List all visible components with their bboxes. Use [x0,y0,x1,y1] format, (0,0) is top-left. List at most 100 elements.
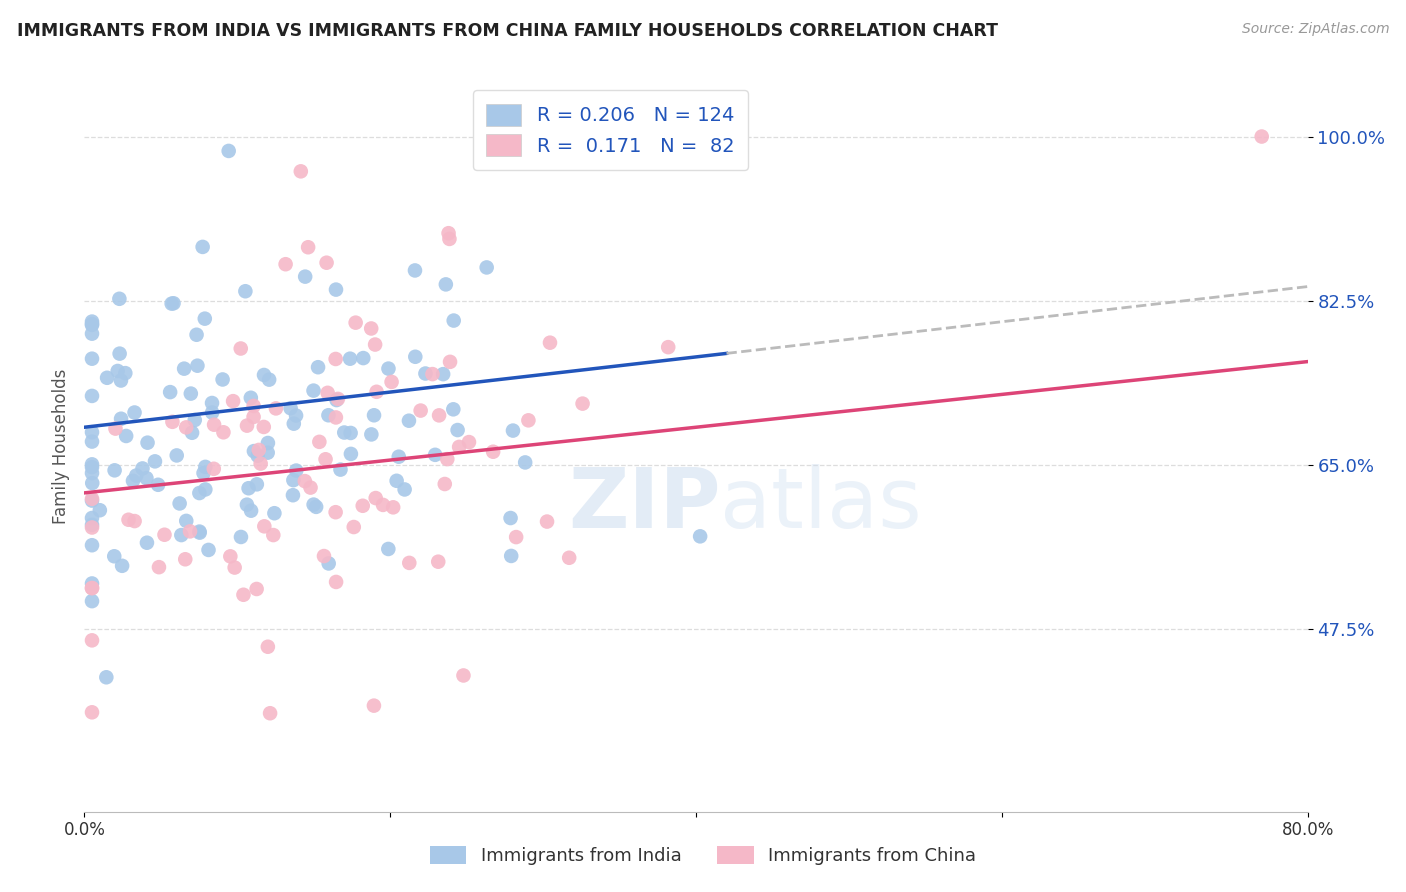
Legend: R = 0.206   N = 124, R =  0.171   N =  82: R = 0.206 N = 124, R = 0.171 N = 82 [472,90,748,169]
Point [162,296,184,310]
Point [194,311,217,326]
Point [146,477,169,491]
Point [409,403,432,417]
Point [398,414,420,428]
Point [439,355,461,369]
Point [239,391,262,405]
Point [558,550,581,565]
Point [80,318,103,332]
Point [283,473,305,487]
Point [422,367,444,381]
Point [433,477,456,491]
Point [232,588,254,602]
Point [404,350,426,364]
Point [108,292,131,306]
Point [136,535,159,549]
Point [294,269,316,284]
Point [89,503,111,517]
Point [325,410,347,425]
Point [427,555,450,569]
Point [325,351,347,366]
Point [80,517,103,532]
Point [80,326,103,341]
Point [325,392,347,407]
Point [186,359,208,373]
Point [302,498,325,512]
Point [191,240,214,254]
Point [458,435,481,450]
Point [107,364,129,378]
Point [238,481,260,495]
Point [201,405,224,419]
Point [315,452,337,467]
Point [186,327,208,342]
Point [385,474,408,488]
Point [360,321,382,335]
Point [80,458,103,472]
Point [256,445,278,459]
Text: ZIP: ZIP [568,464,720,545]
Point [188,525,211,540]
Point [219,549,242,564]
Point [280,401,302,416]
Point [257,640,280,654]
Point [388,450,411,464]
Point [80,317,103,331]
Point [305,500,328,514]
Point [114,366,136,380]
Point [360,427,382,442]
Point [453,668,475,682]
Point [80,491,103,506]
Point [290,164,312,178]
Point [169,496,191,510]
Point [536,515,558,529]
Point [162,415,184,429]
Point [80,389,103,403]
Point [404,263,426,277]
Point [423,448,446,462]
Point [364,491,387,505]
Point [446,423,468,437]
Point [657,340,679,354]
Point [166,449,188,463]
Point [170,528,193,542]
Point [211,372,233,386]
Point [122,474,145,488]
Point [179,524,201,539]
Point [249,457,271,471]
Point [318,557,340,571]
Point [236,418,259,433]
Point [80,425,103,440]
Point [415,367,437,381]
Point [475,260,498,275]
Point [80,633,103,648]
Point [111,558,134,573]
Point [153,527,176,541]
Point [80,315,103,329]
Point [394,483,416,497]
Point [242,399,264,413]
Point [131,461,153,475]
Point [434,277,457,292]
Point [363,409,385,423]
Point [689,529,711,543]
Point [115,429,138,443]
Point [180,386,202,401]
Point [243,444,266,458]
Legend: Immigrants from India, Immigrants from China: Immigrants from India, Immigrants from C… [420,837,986,874]
Point [80,351,103,366]
Point [325,283,347,297]
Point [193,466,215,480]
Point [257,373,280,387]
Point [246,449,269,463]
Point [136,435,159,450]
Point [515,455,537,469]
Point [382,500,405,515]
Point [505,530,527,544]
Point [242,409,264,424]
Point [143,454,166,468]
Point [318,409,340,423]
Point [108,346,131,360]
Point [82,476,104,491]
Point [308,434,330,449]
